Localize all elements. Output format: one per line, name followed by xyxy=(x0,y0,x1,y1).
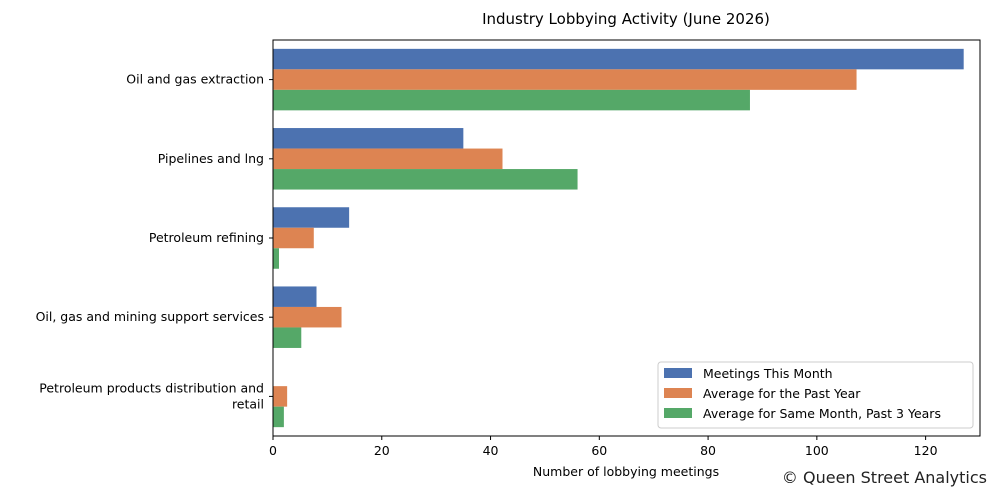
x-tick-label: 20 xyxy=(374,443,390,458)
chart-title: Industry Lobbying Activity (June 2026) xyxy=(482,10,770,28)
bar-2-2 xyxy=(273,148,503,170)
y-tick-label: Petroleum products distribution and retai… xyxy=(39,380,264,411)
x-tick-label: 60 xyxy=(591,443,607,458)
x-tick-label: 100 xyxy=(805,443,829,458)
legend: Meetings This Month Average for the Past … xyxy=(657,361,974,429)
y-axis: Oil and gas extraction Pipelines and lng P… xyxy=(36,72,273,411)
x-tick-label: 40 xyxy=(483,443,499,458)
bar-1-2 xyxy=(273,128,464,149)
credit-text: © Queen Street Analytics xyxy=(782,468,987,487)
plot-frame xyxy=(272,39,981,437)
bar-3-3 xyxy=(273,248,279,269)
legend-swatch-3 xyxy=(664,408,692,418)
x-axis: 0 20 40 60 80 100 120 xyxy=(269,436,938,458)
bar-1-3 xyxy=(273,207,350,228)
bar-3-1 xyxy=(273,89,750,111)
bars-layer xyxy=(273,48,964,428)
legend-frame xyxy=(657,361,974,429)
y-tick-label: Pipelines and lng xyxy=(158,151,264,166)
y-tick-label: Oil, gas and mining support services xyxy=(36,309,264,324)
legend-label-1: Meetings This Month xyxy=(703,366,833,381)
bar-3-5 xyxy=(273,406,284,428)
bar-1-1 xyxy=(273,48,964,70)
legend-swatch-1 xyxy=(664,368,692,378)
bar-2-4 xyxy=(273,306,342,328)
y-tick-label: Oil and gas extraction xyxy=(126,72,264,87)
bar-2-3 xyxy=(273,227,314,249)
legend-label-2: Average for the Past Year xyxy=(703,386,861,401)
legend-label-3: Average for Same Month, Past 3 Years xyxy=(703,406,941,421)
bar-1-4 xyxy=(273,286,317,307)
x-tick-label: 80 xyxy=(700,443,716,458)
bar-2-5 xyxy=(273,386,288,407)
bar-3-4 xyxy=(273,327,302,348)
x-axis-label: Number of lobbying meetings xyxy=(533,464,719,479)
x-tick-label: 120 xyxy=(914,443,938,458)
bar-2-1 xyxy=(273,69,857,90)
legend-swatch-2 xyxy=(664,388,692,398)
bar-3-2 xyxy=(273,169,578,190)
x-tick-label: 0 xyxy=(269,443,277,458)
y-tick-label: Petroleum refining xyxy=(149,230,264,245)
